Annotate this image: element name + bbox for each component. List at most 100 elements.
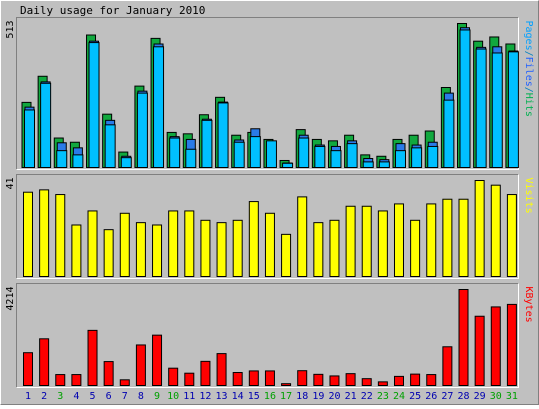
- bar-pages-day-2: [40, 82, 52, 168]
- bar-kbytes-day-5: [87, 329, 98, 386]
- bar-kbytes-day-21: [345, 373, 356, 387]
- bar-kbytes-day-15: [248, 370, 259, 386]
- bar-visits-day-13: [216, 222, 227, 278]
- bar-pages-day-23: [378, 161, 390, 169]
- bar-kbytes-day-18: [297, 370, 308, 387]
- bar-kbytes-day-3: [55, 374, 66, 387]
- bar-visits-day-22: [361, 205, 372, 278]
- day-label-18: 18: [296, 391, 308, 402]
- bar-visits-day-19: [313, 222, 324, 278]
- bar-kbytes-day-17: [281, 383, 292, 386]
- day-label-10: 10: [167, 391, 179, 402]
- bar-kbytes-day-10: [168, 367, 179, 386]
- bar-kbytes-day-23: [377, 381, 388, 387]
- bar-visits-day-6: [103, 229, 114, 277]
- day-label-9: 9: [154, 391, 160, 402]
- bar-visits-day-3: [55, 194, 66, 277]
- bar-pages-day-3: [56, 150, 68, 169]
- bar-pages-day-6: [104, 124, 116, 169]
- day-label-4: 4: [73, 391, 79, 402]
- bar-pages-day-20: [330, 150, 342, 169]
- bar-kbytes-day-2: [39, 338, 50, 386]
- bar-pages-day-16: [265, 140, 277, 168]
- bar-kbytes-day-19: [313, 373, 324, 387]
- bar-kbytes-day-30: [490, 306, 501, 387]
- bar-kbytes-day-8: [135, 344, 146, 387]
- bar-pages-day-10: [169, 137, 181, 169]
- panel-mid-max-label: 41: [5, 178, 16, 190]
- bar-visits-day-21: [345, 205, 356, 278]
- day-label-12: 12: [199, 391, 211, 402]
- legend-top-4: Hits: [523, 93, 534, 117]
- bar-pages-day-19: [314, 145, 326, 169]
- bar-pages-day-8: [136, 92, 148, 168]
- bar-kbytes-day-29: [474, 315, 485, 387]
- legend-mid-0: Visits: [523, 178, 534, 214]
- bar-kbytes-day-12: [200, 360, 211, 387]
- bar-visits-day-9: [152, 224, 163, 278]
- panel-mid: 41 Visits: [5, 174, 534, 279]
- bar-pages-day-7: [120, 157, 132, 169]
- bar-kbytes-day-22: [361, 378, 372, 387]
- bar-visits-day-31: [506, 194, 517, 277]
- day-label-15: 15: [248, 391, 260, 402]
- bar-visits-day-4: [71, 224, 82, 278]
- panel-mid-frame-edge-br: [16, 174, 519, 279]
- bar-kbytes-day-25: [410, 373, 421, 387]
- day-label-7: 7: [122, 391, 128, 402]
- bar-visits-day-12: [200, 219, 211, 277]
- bar-kbytes-day-6: [103, 361, 114, 387]
- bar-pages-day-4: [72, 154, 84, 169]
- bar-visits-day-15: [248, 201, 259, 277]
- panel-top: 513 Pages/Files/Hits: [5, 17, 534, 170]
- bar-visits-day-16: [264, 212, 275, 277]
- day-label-25: 25: [409, 391, 421, 402]
- bar-kbytes-day-24: [393, 375, 404, 386]
- bar-visits-day-30: [490, 184, 501, 277]
- day-label-23: 23: [377, 391, 389, 402]
- bar-pages-day-12: [201, 119, 213, 168]
- bar-visits-day-2: [39, 189, 50, 278]
- bar-kbytes-day-7: [119, 379, 130, 386]
- bar-visits-day-29: [474, 180, 485, 277]
- day-label-31: 31: [506, 391, 518, 402]
- day-label-21: 21: [345, 391, 357, 402]
- bar-pages-day-11: [185, 148, 197, 168]
- bar-visits-day-24: [393, 203, 404, 277]
- panel-mid-legend: Visits: [523, 178, 534, 214]
- bar-pages-day-15: [249, 136, 261, 168]
- bar-kbytes-day-1: [23, 352, 33, 387]
- bar-visits-day-18: [297, 196, 308, 277]
- bar-pages-day-9: [153, 46, 165, 168]
- day-label-22: 22: [361, 391, 373, 402]
- day-label-17: 17: [280, 391, 292, 402]
- day-label-5: 5: [90, 391, 96, 402]
- panel-top-max-label: 513: [5, 21, 16, 39]
- bar-pages-day-24: [394, 150, 406, 169]
- bar-pages-day-21: [346, 143, 358, 168]
- bar-pages-day-13: [217, 102, 229, 168]
- panel-mid-frame-edge-tl: [16, 174, 519, 279]
- bar-visits-day-5: [87, 210, 98, 277]
- chart-title: Daily usage for January 2010: [20, 4, 205, 17]
- day-label-28: 28: [457, 391, 469, 402]
- day-label-29: 29: [474, 391, 486, 402]
- bar-visits-day-17: [281, 233, 292, 277]
- bar-pages-day-29: [475, 48, 487, 168]
- legend-top-0: Pages: [523, 21, 534, 51]
- day-label-3: 3: [57, 391, 63, 402]
- bar-visits-day-25: [410, 219, 421, 277]
- bar-pages-day-26: [427, 145, 439, 169]
- bar-pages-day-25: [411, 147, 423, 168]
- bar-pages-day-1: [24, 109, 35, 168]
- bar-visits-day-28: [458, 198, 469, 277]
- bar-visits-day-26: [426, 203, 437, 277]
- bar-pages-day-17: [282, 162, 294, 169]
- panel-bot-legend: KBytes: [523, 287, 534, 323]
- day-label-11: 11: [183, 391, 195, 402]
- day-label-6: 6: [106, 391, 112, 402]
- bar-kbytes-day-26: [426, 374, 437, 387]
- bar-pages-day-31: [507, 51, 519, 168]
- bar-visits-day-14: [232, 219, 243, 277]
